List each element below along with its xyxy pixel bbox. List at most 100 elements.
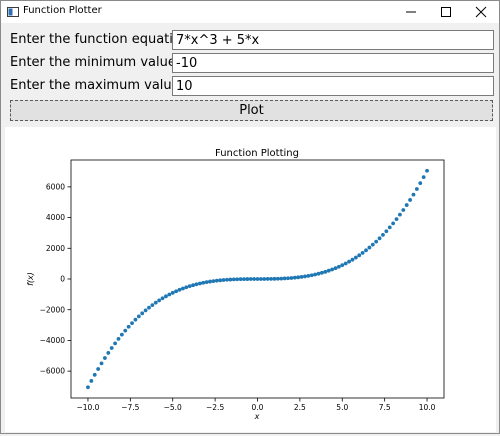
- x-tick-label: 2.5: [294, 403, 306, 412]
- data-point: [398, 212, 402, 217]
- data-point: [211, 279, 216, 283]
- data-point: [350, 257, 355, 262]
- data-point: [133, 317, 138, 322]
- data-point: [316, 271, 321, 276]
- data-point: [187, 284, 192, 289]
- x-tick-label: −7.5: [121, 403, 139, 412]
- data-point: [228, 277, 233, 282]
- data-point: [357, 253, 362, 258]
- data-point: [157, 298, 162, 303]
- data-point: [218, 278, 223, 283]
- data-point: [282, 276, 287, 281]
- data-point: [404, 203, 409, 207]
- data-point: [160, 296, 165, 301]
- data-point: [275, 276, 280, 281]
- x-tick-label: 5.0: [336, 403, 348, 412]
- data-point: [221, 278, 226, 282]
- x-tick-label: 7.5: [379, 403, 391, 412]
- x-tick-label: 0.0: [252, 403, 264, 412]
- y-tick-label: −6000: [40, 367, 66, 376]
- data-point: [421, 175, 426, 179]
- data-point: [184, 285, 189, 290]
- x-tick-label: −5.0: [164, 403, 182, 412]
- title-bar[interactable]: Function Plotter: [1, 1, 499, 23]
- data-point: [177, 287, 182, 292]
- data-point: [147, 305, 151, 310]
- x-tick-label: −10.0: [76, 403, 99, 412]
- data-point: [387, 225, 392, 230]
- data-point: [414, 187, 419, 191]
- data-point: [99, 361, 104, 366]
- data-point: [374, 239, 379, 244]
- data-point: [370, 242, 375, 247]
- data-point: [309, 273, 314, 278]
- data-point: [330, 267, 334, 272]
- data-point: [381, 232, 385, 237]
- minimize-icon[interactable]: [394, 1, 428, 23]
- equation-input[interactable]: [172, 30, 494, 50]
- data-point: [394, 217, 399, 222]
- y-tick-label: −4000: [40, 336, 66, 345]
- x-tick-label: 10.0: [419, 403, 436, 412]
- data-point: [245, 277, 250, 281]
- data-point: [408, 198, 412, 202]
- data-point: [106, 351, 111, 355]
- data-point: [197, 281, 202, 286]
- max-value-input[interactable]: [172, 76, 494, 96]
- data-point: [225, 277, 229, 282]
- data-point: [384, 229, 389, 234]
- data-point: [347, 259, 351, 264]
- data-point: [418, 181, 423, 186]
- data-point: [340, 263, 345, 268]
- close-icon[interactable]: [464, 1, 498, 23]
- data-point: [289, 276, 294, 280]
- data-point: [109, 346, 114, 350]
- equation-label: Enter the function equation:: [10, 32, 194, 47]
- y-axis-label: f(x): [26, 272, 35, 286]
- data-point: [336, 264, 341, 269]
- data-point: [204, 280, 209, 285]
- data-point: [353, 255, 358, 260]
- data-point: [140, 311, 145, 316]
- main-content: Enter the function equation: Enter the m…: [2, 23, 498, 433]
- data-point: [126, 324, 131, 329]
- y-tick-label: 6000: [46, 182, 65, 191]
- y-tick-label: 0: [60, 275, 65, 284]
- data-point: [292, 275, 297, 280]
- data-point: [306, 273, 311, 278]
- data-point: [191, 283, 195, 288]
- data-point: [174, 289, 179, 294]
- window-title: Function Plotter: [23, 5, 102, 16]
- data-point: [269, 276, 273, 281]
- data-point: [377, 236, 382, 241]
- data-point: [258, 277, 263, 281]
- data-point: [320, 270, 324, 275]
- data-point: [326, 268, 331, 273]
- data-point: [313, 272, 318, 277]
- x-axis-label: x: [254, 412, 260, 421]
- x-tick-label: −2.5: [206, 403, 224, 412]
- max-value-label: Enter the maximum value:: [10, 78, 185, 93]
- data-point: [296, 275, 301, 280]
- y-tick-label: 2000: [46, 244, 65, 253]
- data-point: [248, 277, 253, 281]
- data-point: [252, 277, 257, 281]
- data-point: [255, 277, 260, 281]
- data-point: [170, 290, 175, 295]
- data-point: [323, 269, 328, 274]
- data-point: [299, 275, 304, 279]
- data-point: [113, 341, 117, 346]
- maximize-icon[interactable]: [429, 1, 463, 23]
- data-point: [235, 277, 240, 282]
- data-point: [167, 292, 172, 297]
- plot-button[interactable]: Plot: [10, 100, 493, 121]
- y-tick-label: −2000: [40, 305, 66, 314]
- data-point: [89, 379, 94, 383]
- data-point: [103, 356, 107, 360]
- data-point: [214, 278, 219, 283]
- data-point: [136, 314, 141, 319]
- data-point: [96, 367, 101, 371]
- data-point: [333, 266, 338, 271]
- min-value-input[interactable]: [172, 53, 494, 73]
